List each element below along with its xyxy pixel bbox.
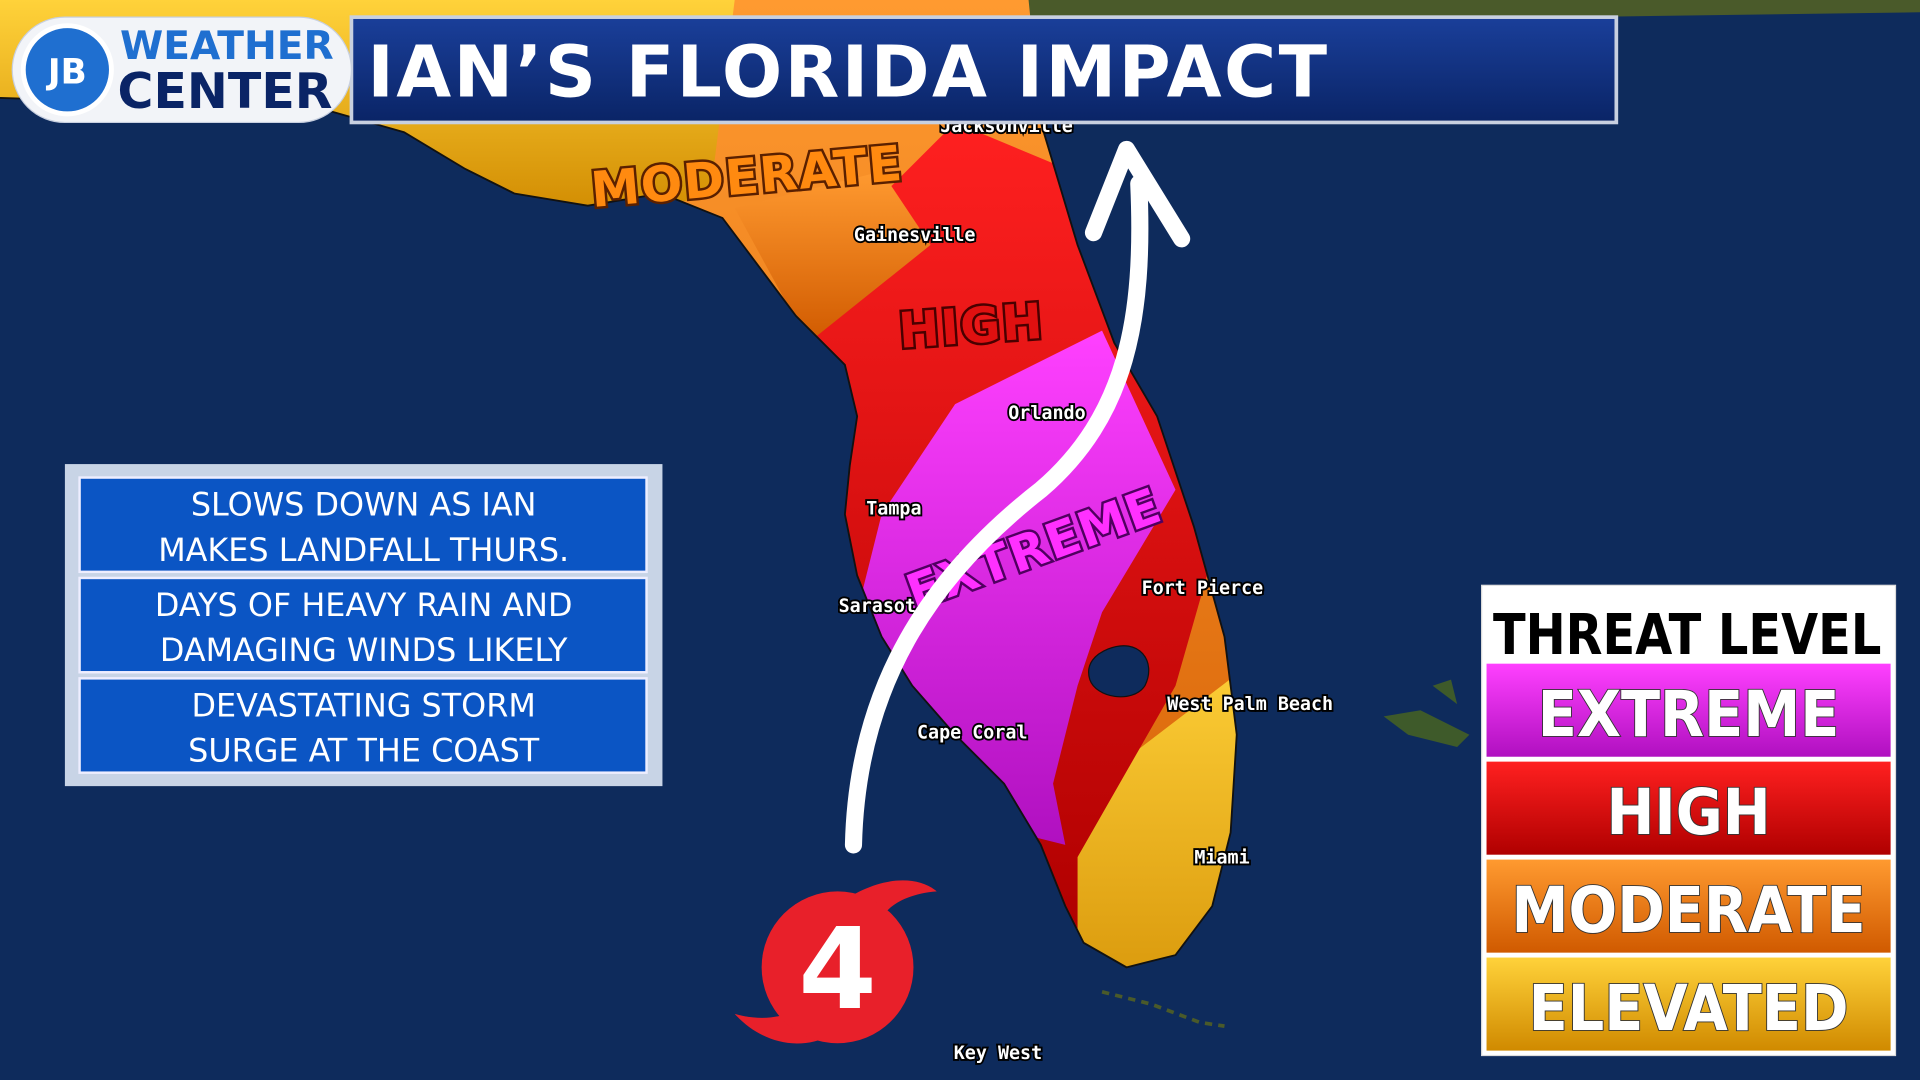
info-box: DAYS OF HEAVY RAIN AND DAMAGING WINDS LI… xyxy=(78,576,648,674)
info-line: SLOWS DOWN AS IAN xyxy=(191,486,537,524)
city-label: Fort Pierce xyxy=(1142,578,1264,599)
hurricane-circle xyxy=(761,891,914,1044)
hurricane-symbol: 4 xyxy=(734,880,937,1044)
info-line: MAKES LANDFALL THURS. xyxy=(158,531,569,569)
coastline xyxy=(0,97,1238,969)
legend-item: ELEVATED xyxy=(1529,972,1849,1046)
info-line: DAYS OF HEAVY RAIN AND xyxy=(155,586,573,624)
title-bar xyxy=(349,15,1619,125)
legend-swatch xyxy=(1486,957,1891,1051)
city-label: Cape Coral xyxy=(917,722,1028,743)
city-label: West Palm Beach xyxy=(1167,694,1333,715)
city-label: Gainesville xyxy=(854,225,976,246)
legend-swatch xyxy=(1486,663,1891,757)
hurricane-category: 4 xyxy=(798,903,876,1035)
bahamas xyxy=(1383,679,1470,747)
legend: THREAT LEVEL EXTREME HIGH MODERATE ELEVA… xyxy=(1481,584,1897,1057)
info-box-bg xyxy=(78,677,648,774)
info-line: DAMAGING WINDS LIKELY xyxy=(160,631,568,669)
track-arrow xyxy=(844,175,1149,854)
info-box: SLOWS DOWN AS IAN MAKES LANDFALL THURS. xyxy=(78,476,648,574)
logo-line2: CENTER xyxy=(118,63,333,120)
logo-badge xyxy=(20,23,114,117)
moderate-area-inner xyxy=(734,171,931,343)
city-label: Orlando xyxy=(1008,403,1085,424)
track-arrowhead xyxy=(1084,140,1191,248)
info-box-bg xyxy=(78,576,648,674)
legend-item: MODERATE xyxy=(1512,874,1866,948)
city-label: Tampa xyxy=(866,498,921,519)
info-box: DEVASTATING STORM SURGE AT THE COAST xyxy=(78,677,648,774)
logo-badge-text: JB xyxy=(46,52,87,92)
info-line: SURGE AT THE COAST xyxy=(188,732,540,770)
legend-swatch xyxy=(1486,859,1891,953)
legend-title: THREAT LEVEL xyxy=(1493,602,1881,668)
elevated-area-south xyxy=(1077,636,1237,968)
legend-item: EXTREME xyxy=(1538,678,1840,752)
info-box-bg xyxy=(78,476,648,574)
legend-swatch xyxy=(1486,761,1891,855)
title: IAN’S FLORIDA IMPACT xyxy=(367,31,1329,114)
city-label: Miami xyxy=(1194,847,1249,868)
city-label: Key West xyxy=(954,1043,1042,1064)
logo-line1: WEATHER xyxy=(120,24,334,69)
city-label: Sarasota xyxy=(839,596,927,617)
zone-label: HIGH xyxy=(897,293,1046,360)
legend-item: HIGH xyxy=(1606,776,1770,850)
info-line: DEVASTATING STORM xyxy=(192,686,536,724)
lake-okeechobee xyxy=(1088,645,1150,698)
